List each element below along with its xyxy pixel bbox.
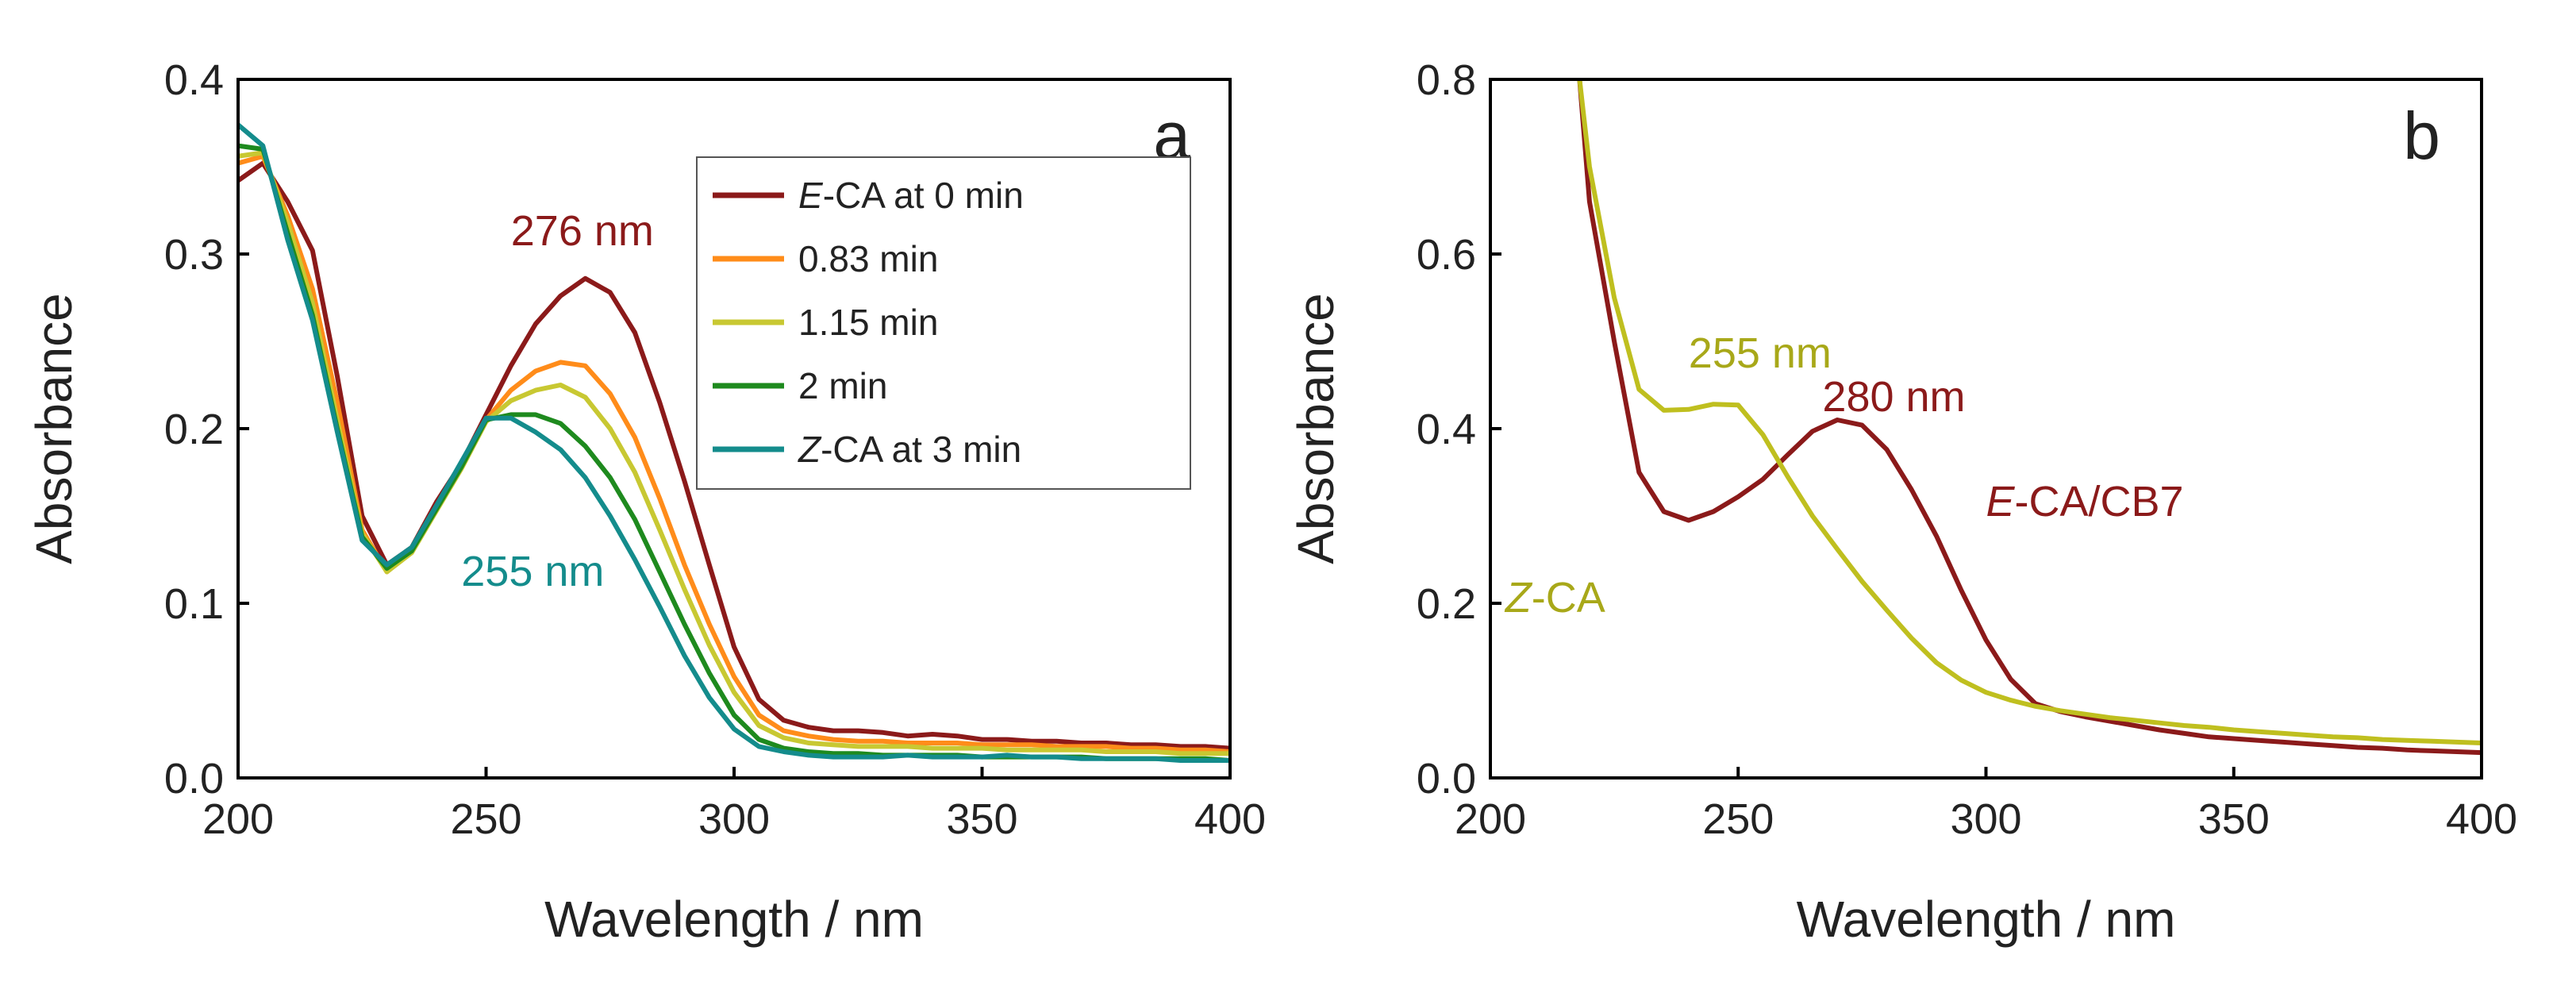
x-axis-title: Wavelength / nm [544,891,924,948]
x-tick-label: 300 [1950,795,2021,843]
y-tick-label: 0.6 [1417,231,1476,279]
series-line-1 [1577,79,2482,756]
y-tick-label: 0.2 [1417,580,1476,628]
y-axis-title: Absorbance [1287,293,1344,564]
y-tick-label: 0.2 [164,406,224,453]
legend-entry: E-CA at 0 min [798,175,1024,216]
legend-entry: 0.83 min [798,238,938,279]
x-tick-label: 400 [2446,795,2517,843]
y-tick-label: 0.4 [1417,406,1476,453]
x-tick-label: 200 [1455,795,1526,843]
series-line-2 [1577,79,2482,745]
y-tick-label: 0.1 [164,580,224,628]
legend-entry: Z-CA at 3 min [798,429,1021,470]
legend-entry: 1.15 min [798,302,938,343]
y-axis-title: Absorbance [25,293,83,564]
series-line-5 [238,122,1230,763]
x-tick-label: 250 [1702,795,1774,843]
annotation-label: E-CA/CB7 [1986,478,2184,525]
x-tick-label: 250 [450,795,521,843]
x-tick-label: 300 [698,795,770,843]
x-tick-label: 400 [1194,795,1266,843]
annotation-label: 280 nm [1822,373,1965,421]
y-tick-label: 0.0 [164,755,224,803]
x-axis-title: Wavelength / nm [1797,891,2176,948]
y-tick-label: 0.0 [1417,755,1476,803]
panel-label: b [2403,98,2440,173]
annotation-label: 276 nm [511,207,654,255]
legend-entry: 2 min [798,365,887,406]
x-tick-label: 200 [202,795,274,843]
annotation-label: 255 nm [461,548,604,595]
y-tick-label: 0.8 [1417,56,1476,104]
x-tick-label: 350 [946,795,1017,843]
chart-panel-a: 200 250 300 350 400 0.0 0.1 0.2 0.3 0.4 Wavelength… [25,56,1266,948]
y-tick-label: 0.4 [164,56,224,104]
chart-panel-b: 200 250 300 350 400 0.0 0.2 0.4 0.6 0.8 Wavelength… [1287,56,2517,948]
annotation-label: Z-CA [1504,574,1605,622]
x-tick-label: 350 [2198,795,2270,843]
annotation-label: 255 nm [1689,329,1832,377]
y-tick-label: 0.3 [164,231,224,279]
